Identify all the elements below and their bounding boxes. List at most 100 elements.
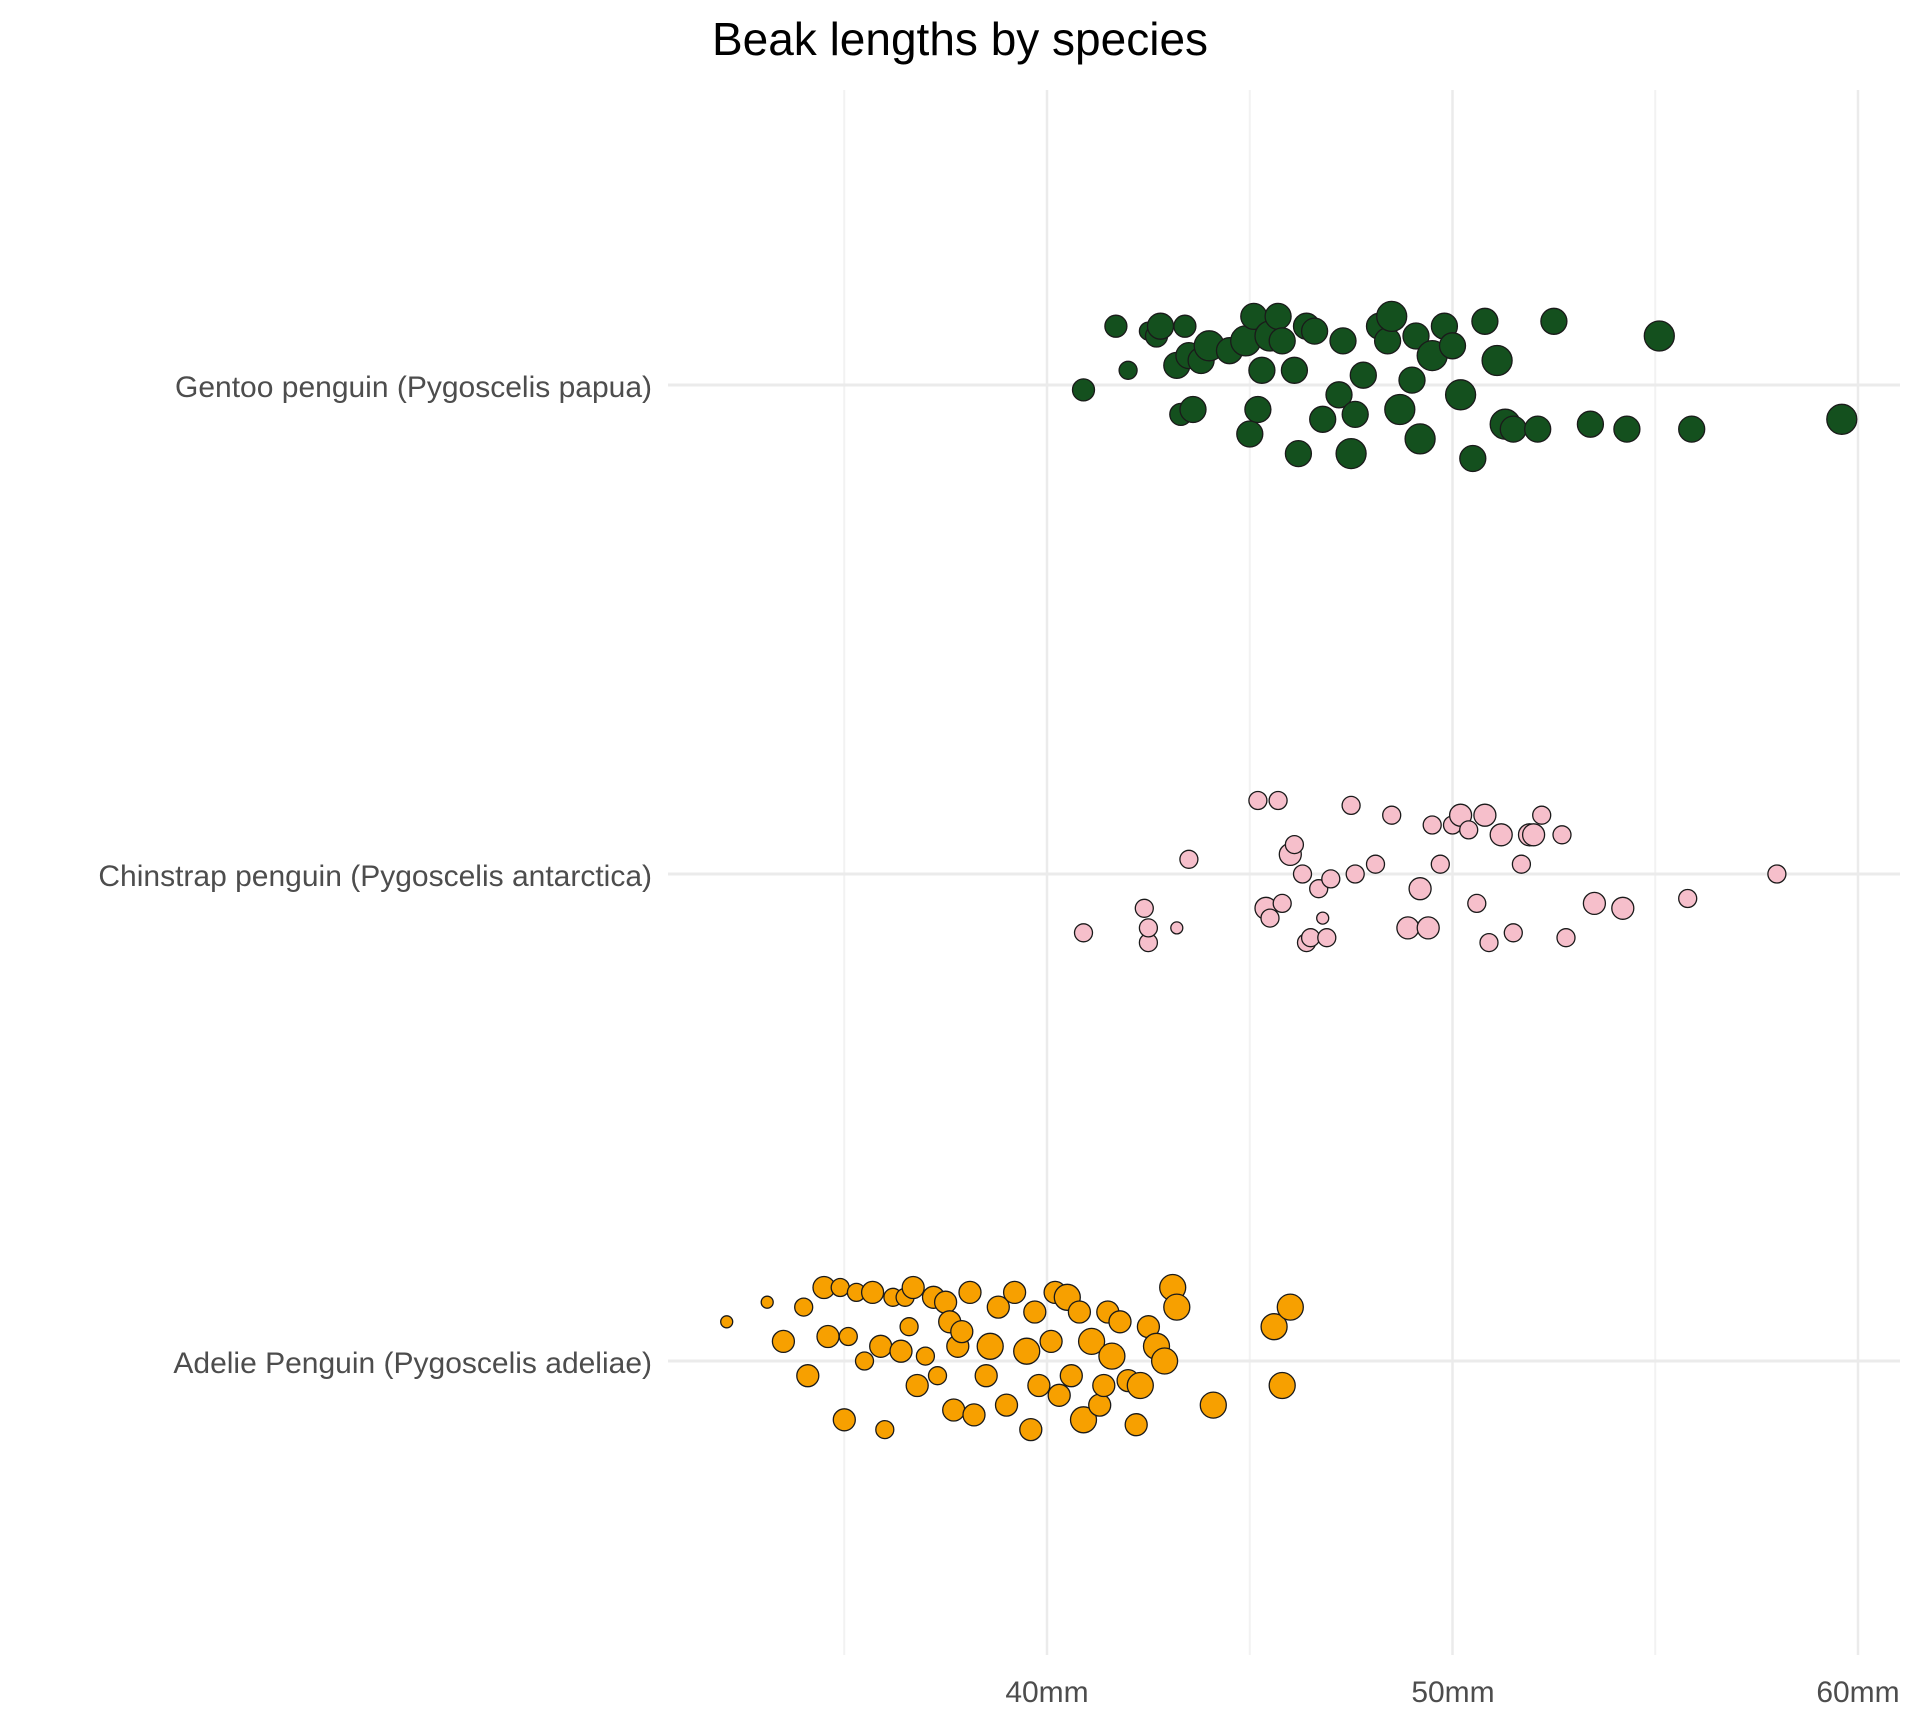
data-point — [1179, 849, 1199, 869]
x-tick-labels: 40mm 50mm 60mm — [1005, 1676, 1899, 1709]
data-point — [830, 1277, 850, 1298]
data-point — [854, 1351, 875, 1371]
data-point — [1300, 928, 1321, 948]
data-point — [1023, 1300, 1047, 1324]
data-point — [1473, 803, 1497, 827]
data-point — [1365, 854, 1386, 874]
data-point — [869, 1334, 893, 1358]
data-point — [1540, 307, 1568, 335]
data-point — [1678, 415, 1706, 443]
x-tick-label-60: 60mm — [1816, 1676, 1899, 1709]
data-point — [1027, 1373, 1051, 1398]
data-point — [816, 1324, 840, 1349]
data-point — [1264, 302, 1292, 331]
data-point — [927, 1366, 948, 1386]
data-point — [1077, 1327, 1106, 1356]
data-point — [1244, 395, 1272, 424]
data-point — [1479, 932, 1499, 953]
data-point — [1499, 415, 1527, 443]
data-point — [1467, 893, 1487, 914]
data-point — [1272, 893, 1292, 914]
data-point — [771, 1329, 796, 1354]
data-point — [1173, 314, 1197, 338]
data-point — [1019, 1417, 1043, 1442]
data-point — [1179, 395, 1207, 424]
data-point — [1471, 307, 1499, 335]
data-point — [962, 1403, 986, 1427]
data-point — [1404, 423, 1436, 455]
data-point — [958, 1280, 982, 1305]
data-point — [720, 1315, 734, 1329]
data-point — [950, 1319, 974, 1344]
data-point — [901, 1275, 925, 1300]
data-point — [1047, 1383, 1071, 1407]
data-point — [1767, 864, 1787, 884]
data-point — [1248, 790, 1268, 811]
data-point — [1069, 1406, 1098, 1434]
data-point — [1059, 1364, 1083, 1388]
data-point — [1376, 300, 1408, 333]
data-point — [1098, 1342, 1126, 1370]
data-point — [1002, 1280, 1027, 1305]
data-point — [1039, 1329, 1063, 1354]
data-point — [1416, 916, 1440, 940]
data-point — [1260, 908, 1280, 928]
data-point — [796, 1364, 820, 1388]
data-point — [1316, 911, 1330, 925]
category-label-gentoo: Gentoo penguin (Pygoscelis papua) — [175, 371, 652, 404]
data-point — [1118, 360, 1138, 380]
data-point — [915, 1346, 936, 1366]
data-point — [1341, 795, 1361, 816]
data-point — [838, 1326, 858, 1347]
data-point — [899, 1317, 919, 1337]
data-point — [976, 1332, 1004, 1360]
data-point — [1073, 923, 1094, 943]
data-point — [1335, 437, 1367, 470]
data-point — [1396, 916, 1420, 940]
data-point — [1268, 327, 1296, 355]
data-point — [1248, 356, 1276, 384]
data-point — [1384, 393, 1416, 426]
data-point — [1402, 322, 1430, 350]
data-point — [1678, 888, 1698, 909]
data-point — [1422, 815, 1442, 835]
data-point — [1199, 1391, 1227, 1419]
data-point — [1067, 1300, 1092, 1324]
category-label-adelie: Adelie Penguin (Pygoscelis adeliae) — [173, 1347, 652, 1380]
data-point — [1317, 928, 1337, 948]
data-point — [1552, 825, 1572, 845]
data-point — [1582, 891, 1607, 916]
data-point — [994, 1393, 1019, 1417]
data-point — [1643, 320, 1675, 352]
data-point — [1170, 921, 1184, 935]
x-tick-label-40: 40mm — [1005, 1676, 1088, 1709]
data-point — [1126, 1371, 1154, 1400]
points-layer — [720, 300, 1858, 1442]
data-point — [760, 1295, 774, 1309]
data-point — [1524, 415, 1552, 443]
data-point — [1150, 1347, 1179, 1375]
data-point — [1373, 327, 1402, 355]
data-point — [794, 1297, 814, 1317]
data-point — [905, 1373, 929, 1398]
data-point — [1521, 823, 1546, 847]
data-point — [1163, 1293, 1191, 1321]
data-point — [1146, 312, 1175, 340]
data-point — [1236, 420, 1264, 448]
data-point — [860, 1280, 885, 1305]
data-point — [1511, 854, 1532, 874]
data-point — [1276, 1293, 1304, 1321]
data-point — [1329, 327, 1357, 355]
data-point — [1280, 356, 1309, 384]
data-point — [1284, 834, 1305, 855]
data-point — [1826, 403, 1858, 435]
data-point — [1325, 381, 1353, 409]
data-point — [1444, 379, 1477, 411]
data-point — [1108, 1310, 1132, 1334]
category-label-chinstrap: Chinstrap penguin (Pygoscelis antarctica… — [98, 860, 652, 893]
data-point — [1349, 361, 1377, 389]
data-point — [1345, 864, 1365, 884]
data-point — [1134, 898, 1154, 918]
category-labels: Gentoo penguin (Pygoscelis papua) Chinst… — [98, 371, 652, 1380]
